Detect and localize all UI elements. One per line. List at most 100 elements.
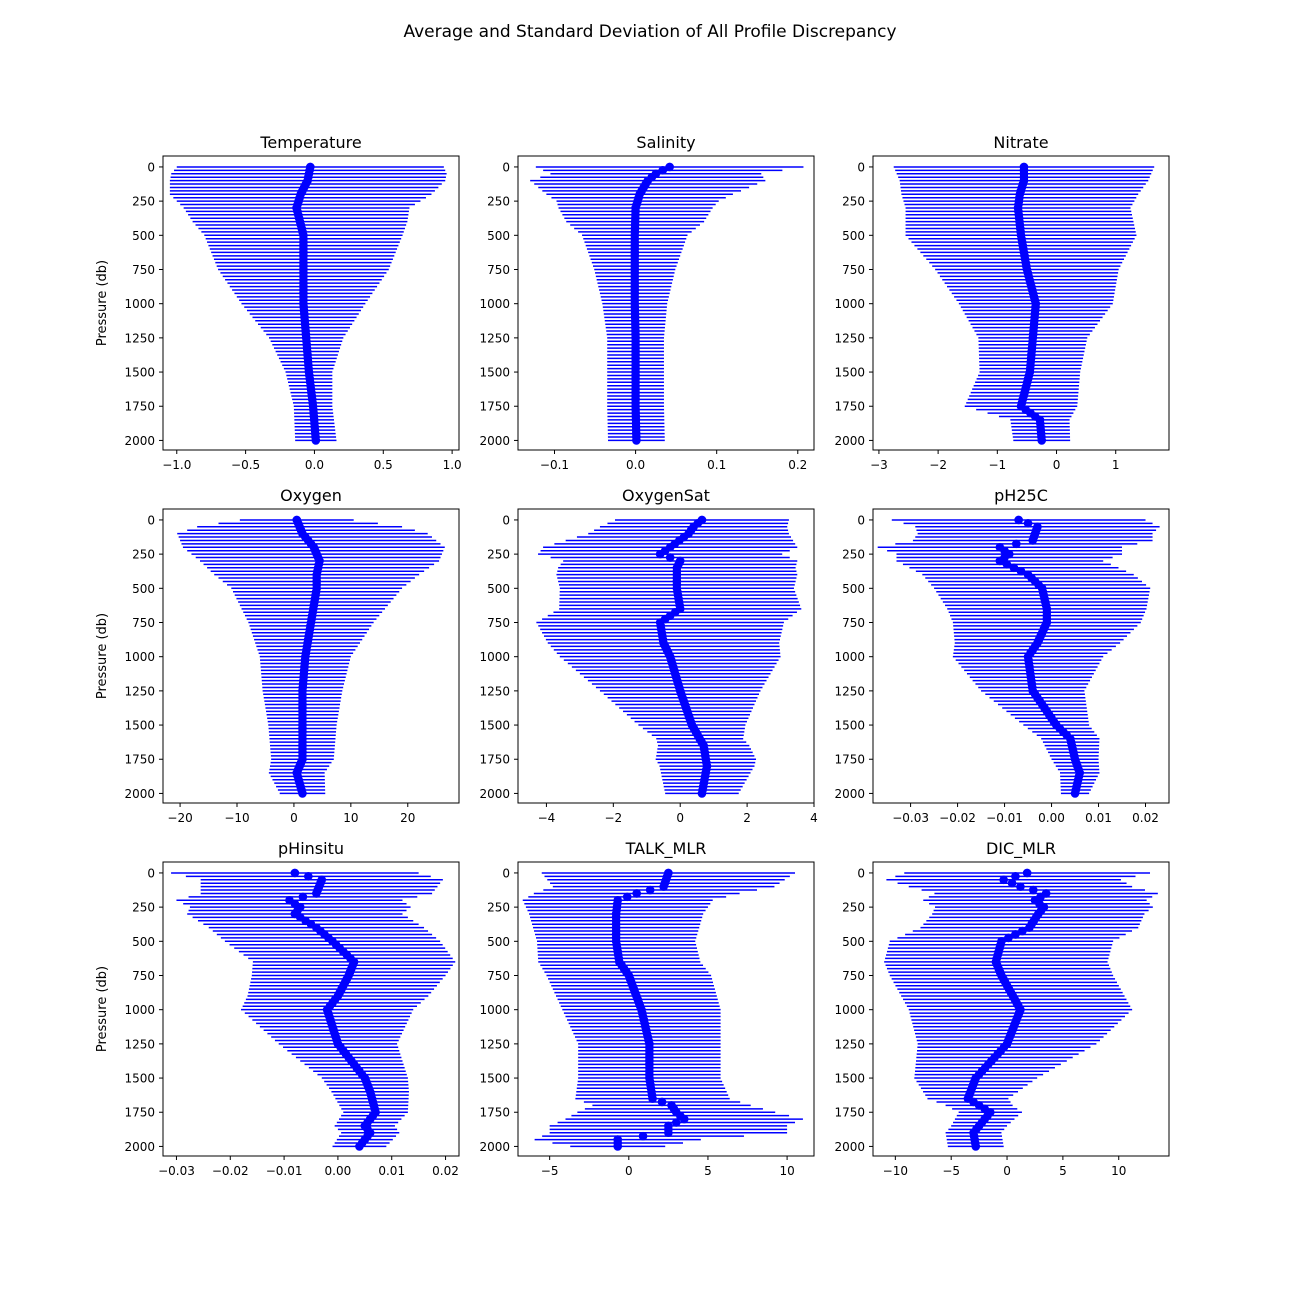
plot-area bbox=[171, 868, 456, 1151]
mean-point bbox=[659, 882, 668, 891]
axes-frame bbox=[872, 861, 1170, 1157]
mean-point bbox=[1007, 878, 1017, 888]
axes-frame bbox=[517, 861, 815, 1157]
x-tick-label: 2 bbox=[743, 811, 751, 825]
y-tick-label: 1750 bbox=[834, 1106, 865, 1120]
subplot-title: Temperature bbox=[259, 133, 361, 152]
y-tick-label: 1250 bbox=[124, 684, 155, 698]
y-tick-label: 1500 bbox=[479, 1072, 510, 1086]
y-axis-label: Pressure (db) bbox=[95, 966, 110, 1052]
y-tick-label: 500 bbox=[132, 582, 155, 596]
x-tick-label: 0.01 bbox=[378, 1164, 405, 1178]
mean-point bbox=[1018, 926, 1027, 936]
y-tick-label: 2000 bbox=[124, 1140, 155, 1154]
plot-area bbox=[522, 868, 803, 1151]
mean-point bbox=[1016, 566, 1026, 576]
y-tick-label: 2000 bbox=[834, 1140, 865, 1154]
y-tick-label: 2000 bbox=[479, 434, 510, 448]
y-tick-label: 250 bbox=[487, 901, 510, 915]
y-tick-label: 1500 bbox=[479, 366, 510, 380]
y-axis-label: Pressure (db) bbox=[95, 613, 110, 699]
y-tick-label: 2000 bbox=[124, 787, 155, 801]
y-tick-label: 1250 bbox=[834, 331, 865, 345]
y-tick-label: 750 bbox=[842, 969, 865, 983]
subplot-temperature: Temperature −1.0 −0.5 0.0 0.5 1.0 0 250 500 750 10… bbox=[95, 133, 462, 472]
y-tick-label: 0 bbox=[502, 160, 510, 174]
subplot-oxygen: Oxygen −20 −10 0 10 20 0 250 500 750 1000 1250 1500 1… bbox=[95, 486, 460, 825]
y-tick-label: 250 bbox=[842, 901, 865, 915]
y-tick-label: 0 bbox=[502, 513, 510, 527]
mean-point bbox=[1002, 560, 1012, 569]
mean-point bbox=[665, 553, 675, 562]
mean-point bbox=[1028, 536, 1038, 545]
y-tick-label: 2000 bbox=[479, 1140, 510, 1154]
mean-point bbox=[657, 1097, 667, 1107]
y-tick-label: 1750 bbox=[834, 400, 865, 414]
y-tick-label: 0 bbox=[857, 160, 865, 174]
mean-point bbox=[648, 1094, 657, 1103]
subplot-oxygensat: OxygenSat −4 −2 0 2 4 0 250 500 750 1000 1250 1500 17… bbox=[479, 486, 817, 825]
x-tick-label: −2 bbox=[604, 811, 622, 825]
y-tick-label: 500 bbox=[842, 935, 865, 949]
plot-area bbox=[536, 515, 802, 798]
y-tick-label: 750 bbox=[132, 969, 155, 983]
mean-point bbox=[638, 1131, 648, 1141]
mean-point bbox=[645, 885, 655, 895]
axes-frame bbox=[162, 155, 460, 451]
subplot-title: pH25C bbox=[994, 486, 1048, 505]
mean-point bbox=[999, 875, 1008, 885]
mean-point bbox=[1070, 789, 1080, 798]
mean-point bbox=[679, 1114, 689, 1124]
x-tick-label: −2 bbox=[929, 458, 947, 472]
y-tick-label: 1000 bbox=[124, 650, 155, 664]
x-tick-label: 0.00 bbox=[325, 1164, 352, 1178]
mean-point bbox=[1011, 872, 1020, 881]
y-tick-label: 1000 bbox=[124, 297, 155, 311]
x-tick-label: −3 bbox=[870, 458, 888, 472]
y-tick-label: 0 bbox=[502, 866, 510, 880]
x-tick-label: 10 bbox=[343, 811, 358, 825]
y-tick-label: 0 bbox=[857, 513, 865, 527]
subplot-salinity: Salinity −0.1 0.0 0.1 0.2 0 250 500 750 1000 1250 1… bbox=[479, 133, 815, 472]
subplot-title: Salinity bbox=[636, 133, 695, 152]
y-tick-label: 1000 bbox=[124, 1003, 155, 1017]
y-tick-label: 1500 bbox=[834, 366, 865, 380]
y-tick-label: 250 bbox=[132, 901, 155, 915]
mean-point bbox=[613, 1142, 623, 1151]
axes-frame bbox=[517, 508, 815, 804]
x-tick-label: 0.0 bbox=[626, 458, 645, 472]
subplot-title: Oxygen bbox=[280, 486, 342, 505]
y-tick-label: 1750 bbox=[124, 753, 155, 767]
y-tick-label: 750 bbox=[487, 616, 510, 630]
y-tick-label: 1750 bbox=[124, 400, 155, 414]
y-tick-label: 500 bbox=[132, 229, 155, 243]
mean-point bbox=[311, 436, 321, 445]
mean-point bbox=[298, 892, 308, 902]
x-tick-label: −5 bbox=[942, 1164, 960, 1178]
plot-area bbox=[877, 515, 1160, 798]
y-tick-label: 1750 bbox=[479, 1106, 510, 1120]
mean-point bbox=[1037, 436, 1047, 445]
y-tick-label: 500 bbox=[487, 229, 510, 243]
x-tick-label: −0.03 bbox=[892, 811, 929, 825]
plot-area bbox=[169, 162, 447, 445]
y-tick-label: 0 bbox=[857, 866, 865, 880]
y-tick-label: 0 bbox=[147, 513, 155, 527]
subplot-nitrate: Nitrate −3 −2 −1 0 1 0 250 500 750 1000 1250 1500 175… bbox=[834, 133, 1170, 472]
mean-point bbox=[665, 162, 674, 172]
y-tick-label: 1250 bbox=[834, 684, 865, 698]
y-tick-label: 1250 bbox=[479, 1037, 510, 1051]
y-tick-label: 1750 bbox=[479, 400, 510, 414]
x-tick-label: 4 bbox=[810, 811, 818, 825]
y-tick-label: 1500 bbox=[479, 719, 510, 733]
x-tick-label: 0.02 bbox=[432, 1164, 459, 1178]
x-tick-label: −10 bbox=[883, 1164, 908, 1178]
mean-point bbox=[697, 789, 707, 798]
x-tick-label: −0.5 bbox=[231, 458, 260, 472]
x-tick-label: 0 bbox=[1053, 458, 1061, 472]
y-tick-label: 750 bbox=[842, 616, 865, 630]
mean-point bbox=[1025, 923, 1034, 932]
mean-point bbox=[1011, 930, 1020, 939]
subplot-title: OxygenSat bbox=[622, 486, 710, 505]
x-tick-label: −20 bbox=[167, 811, 192, 825]
